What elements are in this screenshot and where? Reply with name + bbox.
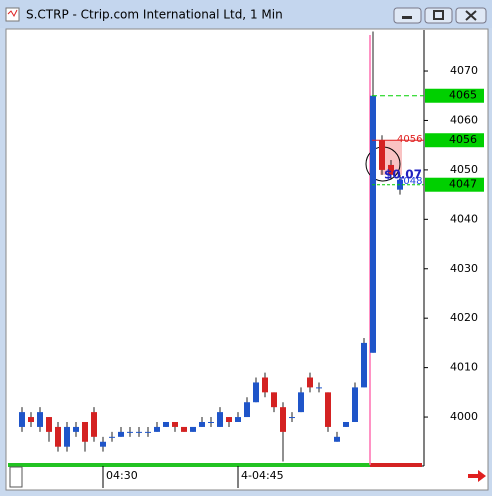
candle-body — [64, 426, 70, 447]
minimize-glyph — [402, 16, 412, 19]
scroll-arrow[interactable] — [468, 470, 486, 482]
candle-body — [73, 426, 79, 432]
y-tick-label: 4010 — [450, 361, 478, 374]
y-tick-label: 4000 — [450, 410, 478, 423]
candle-body — [136, 431, 142, 433]
y-tick-label: 4050 — [450, 163, 478, 176]
candle-body — [307, 377, 313, 388]
candle-body — [19, 412, 25, 427]
x-tick-label: 04:30 — [106, 469, 138, 482]
candle-body — [82, 421, 88, 442]
candle-body — [298, 392, 304, 413]
window-title: S.CTRP - Ctrip.com International Ltd, 1 … — [26, 8, 283, 22]
annotation: $0.07 — [384, 167, 422, 181]
price-tag-label: 4065 — [449, 89, 477, 102]
price-tag — [425, 177, 484, 192]
maximize-button[interactable] — [424, 7, 453, 24]
chart-frame — [5, 28, 489, 491]
candle-body — [226, 417, 232, 422]
candle-body — [199, 421, 205, 427]
candle-body — [91, 412, 97, 437]
y-tick-label: 4070 — [450, 64, 478, 77]
y-tick-label: 4060 — [450, 113, 478, 126]
x-tick-label: 4-04:45 — [241, 469, 284, 482]
candle-body — [352, 387, 358, 422]
highlight-zone — [380, 140, 402, 175]
candle-body — [379, 140, 385, 170]
candle-body — [163, 421, 169, 427]
level-label: 4056 — [397, 134, 422, 145]
session-bar-end — [370, 463, 422, 467]
candle-body — [208, 421, 214, 423]
candle-body — [325, 392, 331, 427]
candle-body — [55, 426, 61, 447]
candle-body — [235, 417, 241, 422]
candle-body — [217, 412, 223, 427]
y-tick-label: 4040 — [450, 212, 478, 225]
candle-body — [181, 426, 187, 432]
price-tag — [425, 133, 484, 148]
minimize-button[interactable] — [393, 7, 422, 24]
candle-body — [37, 412, 43, 427]
candle-body — [154, 426, 160, 432]
maximize-glyph — [433, 10, 444, 20]
candle-body — [100, 441, 106, 447]
candle-body — [145, 431, 151, 433]
price-tag-label: 4056 — [449, 133, 477, 146]
candle-body — [343, 421, 349, 427]
y-tick-label: 4030 — [450, 262, 478, 275]
price-tag-label: 4047 — [449, 178, 477, 191]
candle-body — [334, 436, 340, 442]
candle-body — [118, 431, 124, 437]
candle-body — [127, 431, 133, 433]
session-bar — [8, 463, 370, 467]
price-tag — [425, 88, 484, 103]
window-icon — [5, 7, 20, 22]
candle-body — [370, 95, 376, 353]
y-tick-label: 4020 — [450, 311, 478, 324]
level-label: 4048 — [397, 176, 422, 187]
close-glyph — [465, 10, 477, 21]
icon-glyph — [7, 9, 18, 18]
candle-body — [244, 402, 250, 418]
scroll-box[interactable] — [9, 466, 23, 488]
candle-body — [271, 392, 277, 408]
candle-body — [172, 421, 178, 427]
candle-body — [316, 387, 322, 389]
candle-body — [28, 417, 34, 422]
candle-body — [46, 417, 52, 432]
candle-body — [280, 407, 286, 432]
candle-body — [109, 436, 115, 438]
candle-body — [190, 426, 196, 432]
candle-body — [388, 164, 394, 175]
candle-body — [361, 342, 367, 388]
candle-body — [262, 377, 268, 393]
candle-body — [289, 417, 295, 419]
candle-body — [253, 382, 259, 403]
